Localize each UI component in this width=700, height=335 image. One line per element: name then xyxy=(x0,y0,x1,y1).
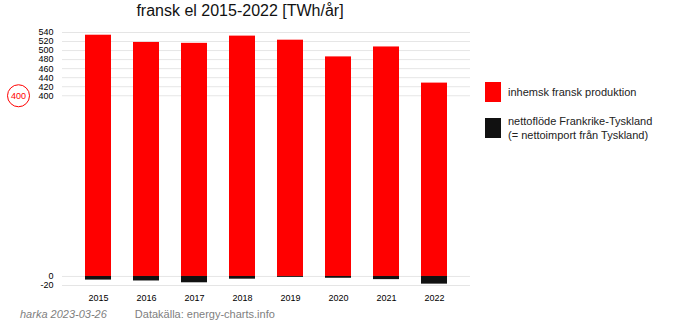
html-text:inhemsk fransk produktion: inhemsk fransk produktion xyxy=(508,86,637,98)
svg-text:2015: 2015 xyxy=(88,293,108,303)
svg-text:2017: 2017 xyxy=(184,293,204,303)
html-text:fransk el 2015-2022 [TWh/år]: fransk el 2015-2022 [TWh/år] xyxy=(136,2,344,19)
svg-text:-20: -20 xyxy=(40,280,53,290)
svg-text:2018: 2018 xyxy=(232,293,252,303)
html-text:harka 2023-03-26: harka 2023-03-26 xyxy=(20,308,107,320)
html-text:Datakälla: energy-charts.info: Datakälla: energy-charts.info xyxy=(134,308,275,320)
svg-text:400: 400 xyxy=(11,91,26,101)
svg-text:2016: 2016 xyxy=(136,293,156,303)
svg-text:2021: 2021 xyxy=(376,293,396,303)
svg-text:2019: 2019 xyxy=(280,293,300,303)
svg-text:480: 480 xyxy=(38,54,53,64)
svg-text:520: 520 xyxy=(38,36,53,46)
html-text:nettoflöde Frankrike-Tyskland: nettoflöde Frankrike-Tyskland (= nettoim… xyxy=(508,115,653,141)
svg-text:540: 540 xyxy=(38,27,53,37)
svg-text:500: 500 xyxy=(38,45,53,55)
svg-text:420: 420 xyxy=(38,82,53,92)
svg-text:2022: 2022 xyxy=(424,293,444,303)
svg-text:460: 460 xyxy=(38,64,53,74)
svg-text:440: 440 xyxy=(38,73,53,83)
svg-text:0: 0 xyxy=(48,271,53,281)
svg-text:400: 400 xyxy=(38,91,53,101)
svg-text:2020: 2020 xyxy=(328,293,348,303)
